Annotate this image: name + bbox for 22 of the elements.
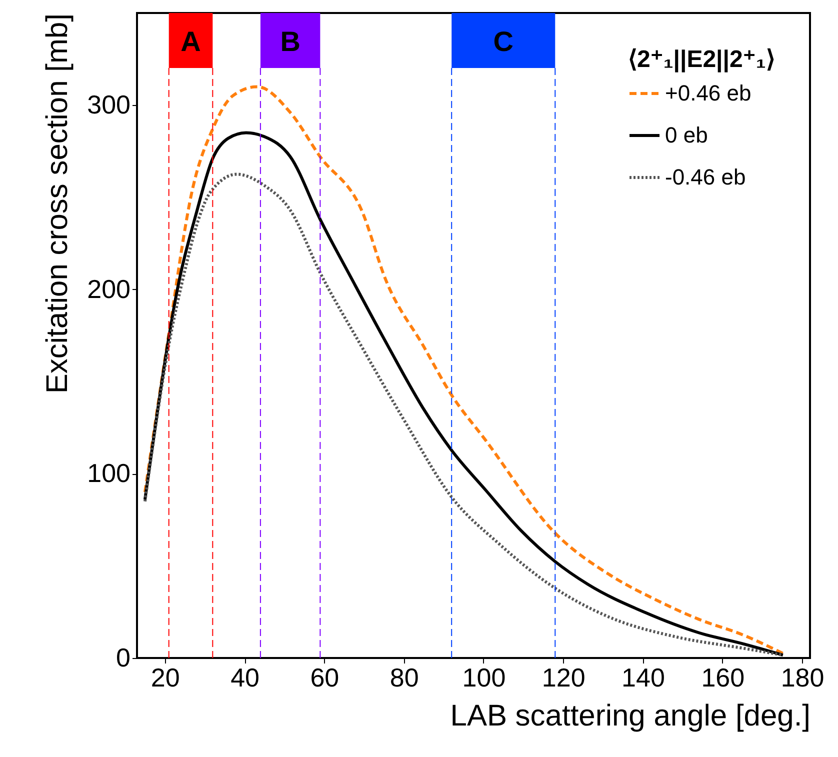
y-tick-label: 100 [87, 458, 130, 488]
band-label: A [180, 26, 201, 57]
y-tick-label: 0 [116, 642, 130, 672]
x-tick-label: 60 [310, 662, 340, 692]
y-axis-title: Excitation cross section [mb] [41, 14, 74, 394]
legend-label: 0 eb [665, 122, 708, 148]
x-tick-label: 120 [542, 662, 586, 692]
legend-label: +0.46 eb [665, 80, 752, 106]
x-tick-label: 80 [390, 662, 419, 692]
y-tick-label: 300 [87, 90, 130, 120]
y-tick-label: 200 [87, 274, 130, 304]
x-tick-label: 140 [622, 662, 665, 692]
x-tick-label: 160 [701, 662, 745, 692]
x-tick-label: 20 [150, 662, 180, 692]
x-tick-label: 100 [462, 662, 506, 692]
x-axis-title: LAB scattering angle [deg.] [450, 700, 810, 732]
legend-title: ⟨2⁺₁||E2||2⁺₁⟩ [628, 46, 775, 73]
x-tick-label: 40 [230, 662, 260, 692]
band-label: B [280, 26, 300, 57]
band-label: C [493, 26, 514, 57]
legend-label: -0.46 eb [665, 164, 746, 190]
x-tick-label: 180 [780, 662, 824, 692]
